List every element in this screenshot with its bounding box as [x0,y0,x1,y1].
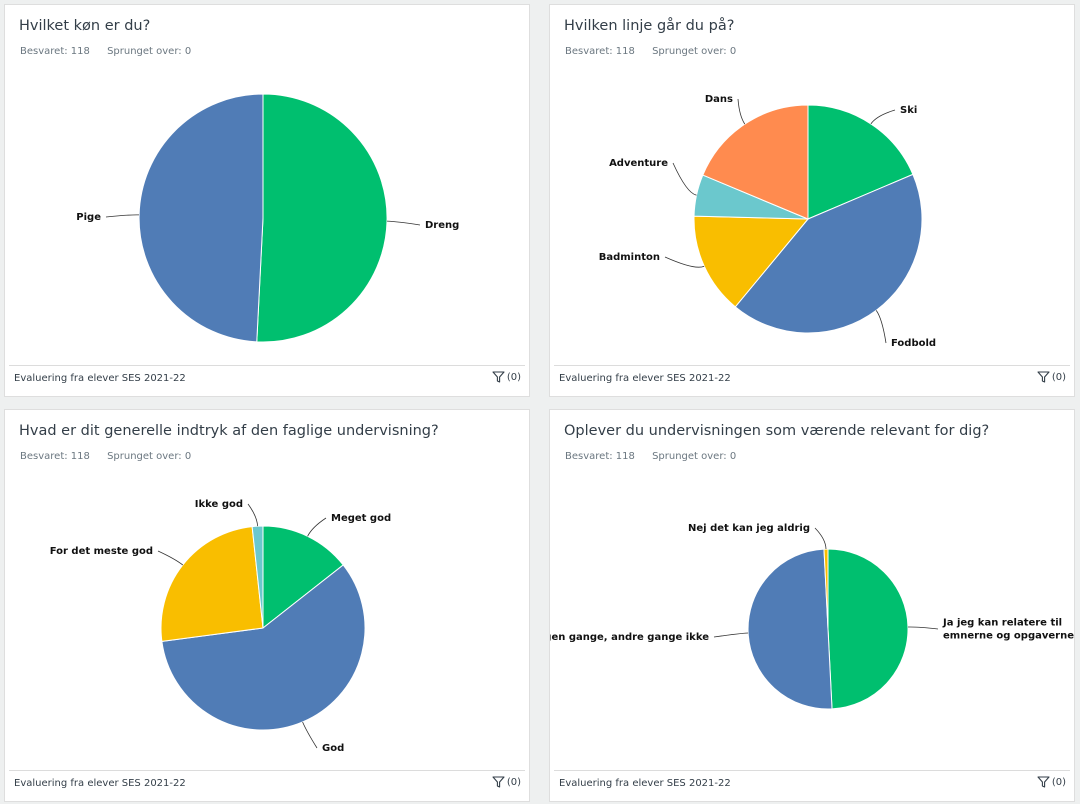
question-title: Oplever du undervisningen som værende re… [564,423,990,439]
skipped-count: Sprunget over: 0 [652,451,737,462]
pie-slice[interactable] [251,525,264,629]
pie-chart: Dreng Pige [76,93,459,343]
skipped-count: Sprunget over: 0 [107,451,192,462]
slice-label: Fodbold [891,338,936,349]
pie-slice[interactable] [262,525,344,630]
slice-label: Adventure [609,158,668,169]
filter-button[interactable]: (0) [1037,776,1066,788]
pie-chart: Ski Fodbold Badminton Adventure Dans [599,94,936,349]
slice-label: Dans [705,94,733,105]
survey-name: Evaluering fra elever SES 2021-22 [559,778,731,789]
pie-chart: Meget god God For det meste god Ikke god [50,499,391,754]
answered-count: Besvaret: 118 [20,451,90,462]
answered-count: Besvaret: 118 [20,46,90,57]
skipped-count: Sprunget over: 0 [652,46,737,57]
response-stats: Besvaret: 118 Sprunget over: 0 [20,451,205,462]
skipped-count: Sprunget over: 0 [107,46,192,57]
pie-slice[interactable] [734,173,923,334]
slice-label: Ja jeg kan relatere til emnerne og opgave… [942,618,1074,642]
question-title: Hvilken linje går du på? [564,18,735,34]
filter-count: (0) [506,371,521,383]
leader-line [870,109,896,125]
question-card-line: Hvilken linje går du på? Besvaret: 118 S… [549,4,1075,397]
leader-line [247,503,258,527]
survey-name: Evaluering fra elever SES 2021-22 [559,373,731,384]
leader-line [664,256,705,268]
leader-line [672,162,697,196]
leader-line [302,721,318,749]
pie-slice[interactable] [693,215,810,308]
filter-icon [492,776,505,788]
survey-name: Evaluering fra elever SES 2021-22 [14,778,186,789]
pie-slice[interactable] [747,548,833,710]
slice-label: Dreng [425,220,459,231]
pie-slice[interactable] [160,526,264,642]
response-stats: Besvaret: 118 Sprunget over: 0 [565,46,750,57]
pie-slice[interactable] [138,93,264,343]
leader-line [814,527,827,550]
pie-slice[interactable] [161,564,366,731]
response-stats: Besvaret: 118 Sprunget over: 0 [565,451,750,462]
slice-label: For det meste god [50,546,153,557]
filter-count: (0) [506,776,521,788]
question-card-impression: Hvad er dit generelle indtryk af den fag… [4,409,530,802]
card-footer: Evaluering fra elever SES 2021-22 (0) [554,770,1070,801]
pie-slice[interactable] [823,548,829,630]
slice-label: Pige [76,212,101,223]
pie-slice[interactable] [702,104,809,220]
slice-label: Nej det kan jeg aldrig [688,523,810,534]
question-card-relevance: Oplever du undervisningen som værende re… [549,409,1075,802]
filter-button[interactable]: (0) [492,776,521,788]
question-card-gender: Hvilket køn er du? Besvaret: 118 Sprunge… [4,4,530,397]
filter-count: (0) [1051,776,1066,788]
answered-count: Besvaret: 118 [565,46,635,57]
question-title: Hvilket køn er du? [19,18,151,34]
pie-slice[interactable] [807,104,914,220]
question-title: Hvad er dit generelle indtryk af den fag… [19,423,439,439]
card-footer: Evaluering fra elever SES 2021-22 (0) [9,770,525,801]
filter-button[interactable]: (0) [1037,371,1066,383]
leader-line [157,550,184,566]
survey-name: Evaluering fra elever SES 2021-22 [14,373,186,384]
leader-line [386,220,421,226]
slice-label: Nogen gange, andre gange ikke [550,632,709,643]
leader-line [713,632,749,638]
leader-line [307,517,327,537]
slice-label: God [322,743,344,754]
slice-label: Ski [900,105,917,116]
pie-slice[interactable] [827,548,909,710]
leader-line [907,626,939,630]
filter-icon [1037,776,1050,788]
filter-button[interactable]: (0) [492,371,521,383]
filter-count: (0) [1051,371,1066,383]
pie-chart: Ja jeg kan relatere til emnerne og opgave… [550,523,1074,710]
slice-label: Badminton [599,252,660,263]
filter-icon [492,371,505,383]
response-stats: Besvaret: 118 Sprunget over: 0 [20,46,205,57]
pie-slice[interactable] [256,93,388,343]
answered-count: Besvaret: 118 [565,451,635,462]
card-footer: Evaluering fra elever SES 2021-22 (0) [9,365,525,396]
leader-line [737,98,746,125]
leader-line [875,310,887,344]
slice-label: Meget god [331,513,391,524]
slice-label: Ikke god [195,499,243,510]
leader-line [105,214,140,218]
card-footer: Evaluering fra elever SES 2021-22 (0) [554,365,1070,396]
filter-icon [1037,371,1050,383]
